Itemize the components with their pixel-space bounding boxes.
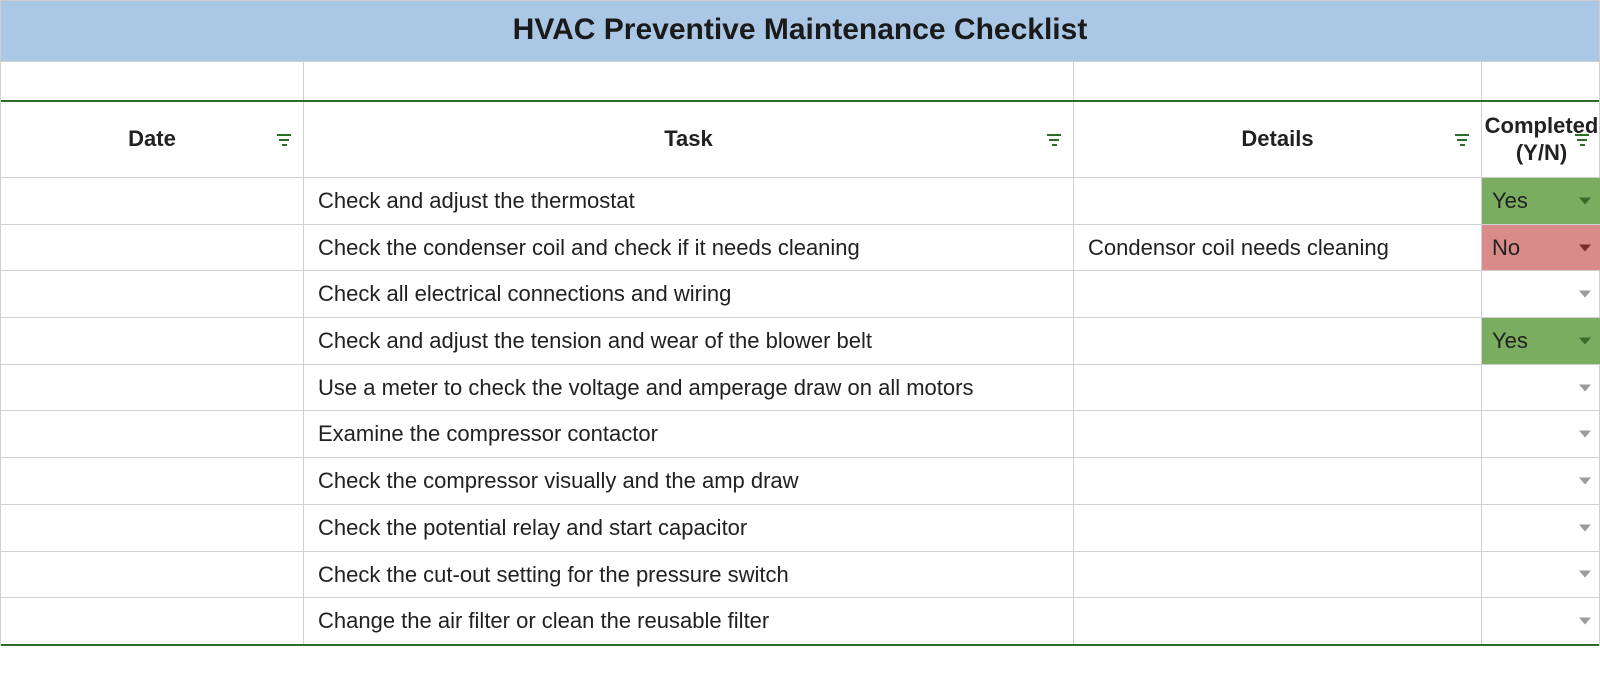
column-header-label: Task: [664, 126, 713, 152]
task-cell[interactable]: Use a meter to check the voltage and amp…: [304, 365, 1074, 411]
spacer-cell: [1, 62, 304, 100]
spacer-row: [1, 62, 1599, 102]
task-cell[interactable]: Check the condenser coil and check if it…: [304, 225, 1074, 271]
chevron-down-icon[interactable]: [1579, 524, 1591, 531]
completed-value: Yes: [1492, 326, 1528, 356]
spacer-cell: [1074, 62, 1482, 100]
date-cell[interactable]: [1, 458, 304, 504]
chevron-down-icon[interactable]: [1579, 431, 1591, 438]
details-cell[interactable]: [1074, 178, 1482, 224]
task-cell[interactable]: Check the compressor visually and the am…: [304, 458, 1074, 504]
table-row: Check and adjust the thermostat Yes: [1, 178, 1599, 225]
date-cell[interactable]: [1, 225, 304, 271]
completed-cell[interactable]: [1482, 598, 1600, 644]
date-cell[interactable]: [1, 598, 304, 644]
completed-cell[interactable]: [1482, 552, 1600, 598]
details-cell[interactable]: [1074, 318, 1482, 364]
details-cell[interactable]: [1074, 365, 1482, 411]
table-row: Check the condenser coil and check if it…: [1, 225, 1599, 272]
spreadsheet-table: HVAC Preventive Maintenance Checklist Da…: [0, 0, 1600, 646]
date-cell[interactable]: [1, 552, 304, 598]
task-cell[interactable]: Check and adjust the thermostat: [304, 178, 1074, 224]
chevron-down-icon[interactable]: [1579, 618, 1591, 625]
chevron-down-icon[interactable]: [1579, 244, 1591, 251]
table-body: Check and adjust the thermostatYesCheck …: [1, 178, 1599, 646]
date-cell[interactable]: [1, 505, 304, 551]
date-cell[interactable]: [1, 411, 304, 457]
details-cell[interactable]: [1074, 411, 1482, 457]
column-header-completed: Completed (Y/N): [1482, 102, 1600, 177]
table-row: Use a meter to check the voltage and amp…: [1, 365, 1599, 412]
table-row: Check all electrical connections and wir…: [1, 271, 1599, 318]
column-header-details: Details: [1074, 102, 1482, 177]
filter-icon[interactable]: [1575, 134, 1589, 146]
column-header-label: Date: [128, 126, 176, 152]
chevron-down-icon[interactable]: [1579, 477, 1591, 484]
table-row: Examine the compressor contactor: [1, 411, 1599, 458]
chevron-down-icon[interactable]: [1579, 571, 1591, 578]
completed-cell[interactable]: [1482, 505, 1600, 551]
details-cell[interactable]: [1074, 505, 1482, 551]
completed-cell[interactable]: Yes: [1482, 318, 1600, 364]
task-cell[interactable]: Change the air filter or clean the reusa…: [304, 598, 1074, 644]
filter-icon[interactable]: [1047, 134, 1061, 146]
task-cell[interactable]: Check the potential relay and start capa…: [304, 505, 1074, 551]
filter-icon[interactable]: [277, 134, 291, 146]
chevron-down-icon[interactable]: [1579, 291, 1591, 298]
details-cell[interactable]: [1074, 552, 1482, 598]
chevron-down-icon[interactable]: [1579, 337, 1591, 344]
filter-icon[interactable]: [1455, 134, 1469, 146]
date-cell[interactable]: [1, 178, 304, 224]
date-cell[interactable]: [1, 365, 304, 411]
task-cell[interactable]: Check all electrical connections and wir…: [304, 271, 1074, 317]
details-cell[interactable]: [1074, 271, 1482, 317]
completed-cell[interactable]: No: [1482, 225, 1600, 271]
task-cell[interactable]: Examine the compressor contactor: [304, 411, 1074, 457]
chevron-down-icon[interactable]: [1579, 197, 1591, 204]
page-title: HVAC Preventive Maintenance Checklist: [1, 0, 1599, 62]
date-cell[interactable]: [1, 271, 304, 317]
chevron-down-icon[interactable]: [1579, 384, 1591, 391]
table-row: Check the compressor visually and the am…: [1, 458, 1599, 505]
task-cell[interactable]: Check and adjust the tension and wear of…: [304, 318, 1074, 364]
completed-cell[interactable]: [1482, 365, 1600, 411]
completed-value: No: [1492, 233, 1520, 263]
completed-cell[interactable]: [1482, 271, 1600, 317]
column-header-label: Details: [1241, 126, 1313, 152]
task-cell[interactable]: Check the cut-out setting for the pressu…: [304, 552, 1074, 598]
table-row: Check the cut-out setting for the pressu…: [1, 552, 1599, 599]
column-header-date: Date: [1, 102, 304, 177]
details-cell[interactable]: Condensor coil needs cleaning: [1074, 225, 1482, 271]
completed-cell[interactable]: [1482, 458, 1600, 504]
completed-cell[interactable]: [1482, 411, 1600, 457]
details-cell[interactable]: [1074, 598, 1482, 644]
spacer-cell: [304, 62, 1074, 100]
table-row: Change the air filter or clean the reusa…: [1, 598, 1599, 646]
table-row: Check and adjust the tension and wear of…: [1, 318, 1599, 365]
column-header-task: Task: [304, 102, 1074, 177]
details-cell[interactable]: [1074, 458, 1482, 504]
completed-value: Yes: [1492, 186, 1528, 216]
table-row: Check the potential relay and start capa…: [1, 505, 1599, 552]
spacer-cell: [1482, 62, 1600, 100]
date-cell[interactable]: [1, 318, 304, 364]
table-header-row: Date Task Details Completed (Y/N): [1, 102, 1599, 178]
completed-cell[interactable]: Yes: [1482, 178, 1600, 224]
